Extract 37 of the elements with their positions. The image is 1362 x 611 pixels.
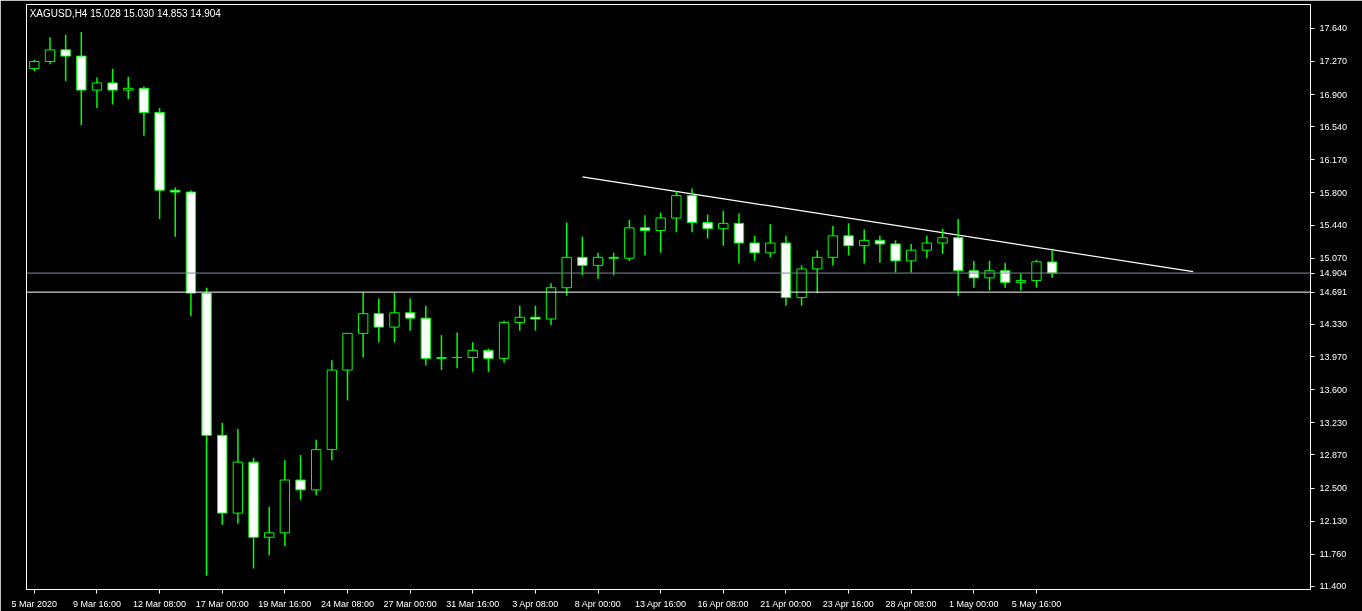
x-tick-label: 5 Mar 2020 — [11, 598, 58, 609]
x-tick-label: 17 Mar 00:00 — [195, 598, 249, 609]
y-tick-label: 13.970 — [1319, 351, 1348, 362]
y-tick-label: 12.500 — [1319, 483, 1348, 494]
x-tick-label: 12 Mar 08:00 — [133, 598, 187, 609]
y-tick-label: 13.230 — [1319, 417, 1348, 428]
ref-line-label: 14.904 — [1319, 268, 1348, 279]
x-tick-label: 21 Apr 00:00 — [760, 598, 812, 609]
y-tick-label: 16.900 — [1319, 89, 1348, 100]
x-tick-label: 13 Apr 16:00 — [634, 598, 686, 609]
y-tick-label: 15.070 — [1319, 253, 1348, 264]
ref-line-label: 14.691 — [1319, 287, 1348, 298]
x-tick-label: 28 Apr 08:00 — [885, 598, 937, 609]
x-tick-label: 3 Apr 08:00 — [512, 598, 559, 609]
y-tick-label: 11.400 — [1319, 581, 1347, 592]
x-tick-label: 19 Mar 16:00 — [258, 598, 312, 609]
x-tick-label: 23 Apr 16:00 — [822, 598, 874, 609]
x-tick-label: 8 Apr 00:00 — [574, 598, 621, 609]
x-tick-label: 31 Mar 16:00 — [446, 598, 500, 609]
x-tick-label: 1 May 00:00 — [949, 598, 999, 609]
x-tick-label: 9 Mar 16:00 — [72, 598, 121, 609]
x-tick-label: 16 Apr 08:00 — [697, 598, 749, 609]
y-tick-label: 13.600 — [1319, 384, 1348, 395]
x-tick-label: 5 May 16:00 — [1011, 598, 1062, 609]
x-tick-label: 24 Mar 08:00 — [320, 598, 375, 609]
y-tick-label: 12.870 — [1319, 449, 1348, 460]
y-tick-label: 16.170 — [1319, 154, 1348, 165]
y-tick-label: 11.760 — [1319, 549, 1347, 560]
x-tick-label: 27 Mar 00:00 — [383, 598, 437, 609]
y-tick-label: 14.330 — [1319, 319, 1348, 330]
y-tick-label: 15.440 — [1319, 220, 1348, 231]
y-tick-label: 15.800 — [1319, 187, 1348, 198]
y-tick-label: 17.640 — [1319, 23, 1348, 34]
chart-title: XAGUSD,H4 15.028 15.030 14.853 14.904 — [29, 7, 222, 19]
y-tick-label: 17.270 — [1319, 56, 1348, 67]
y-tick-label: 12.130 — [1319, 516, 1348, 527]
y-tick-label: 16.540 — [1319, 121, 1348, 132]
